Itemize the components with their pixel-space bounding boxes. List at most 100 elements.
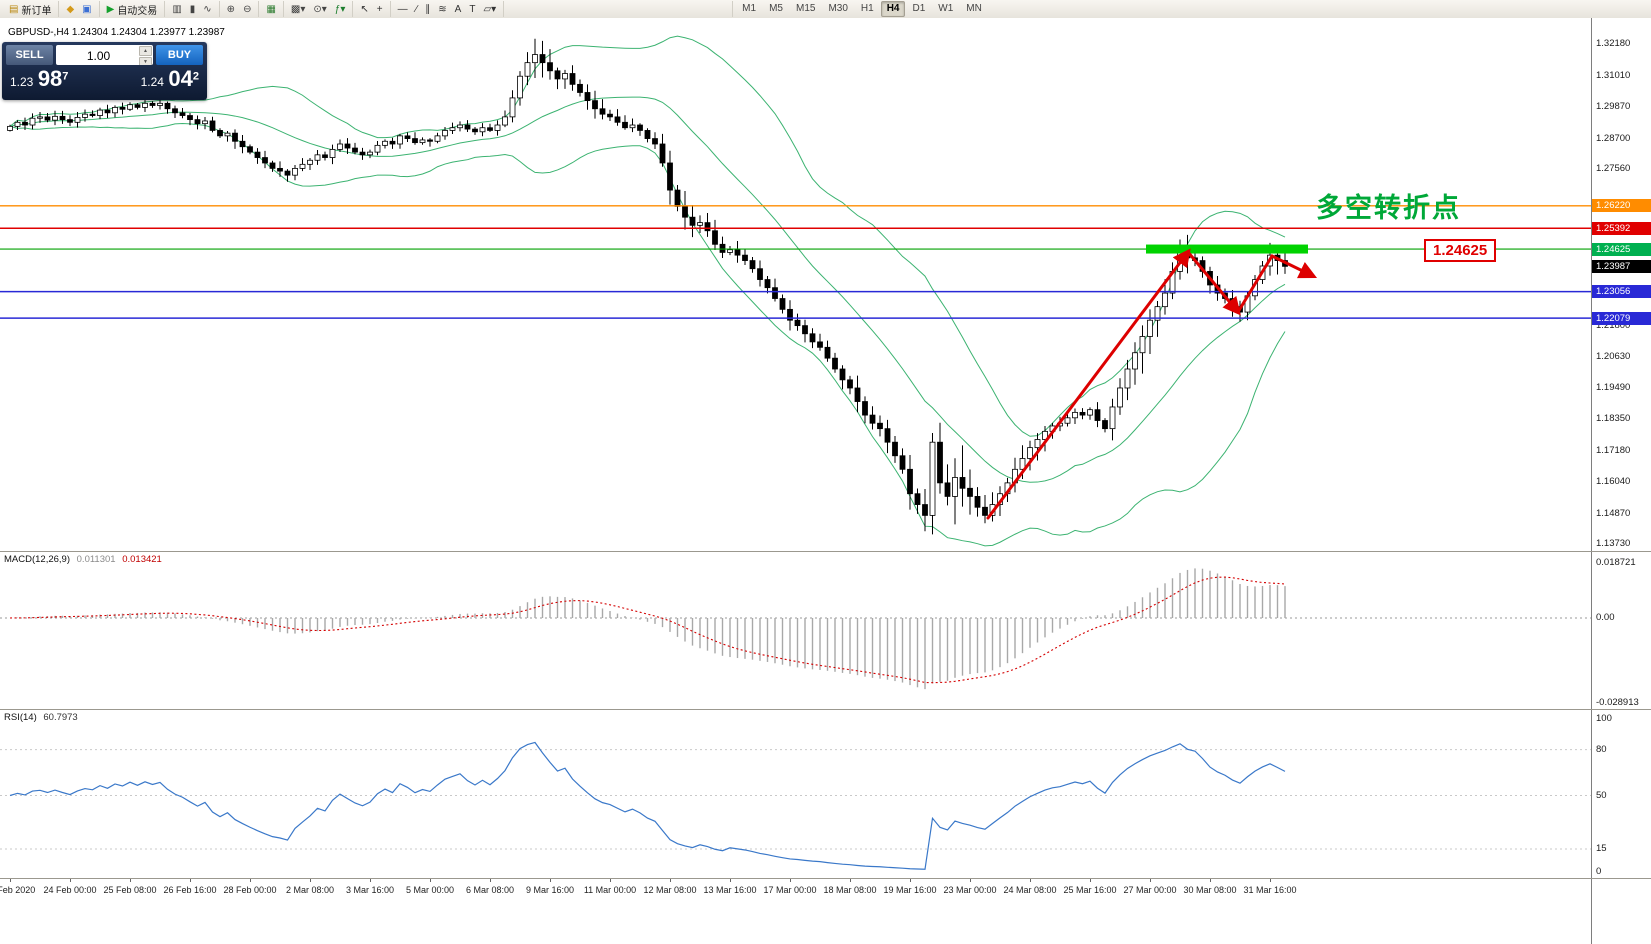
time-label: 11 Mar 00:00 bbox=[583, 885, 637, 895]
main-chart-canvas[interactable] bbox=[0, 18, 1591, 551]
price-level-badge: 1.22079 bbox=[1592, 311, 1651, 325]
trend-arrows[interactable] bbox=[986, 248, 1318, 520]
timeframe-toolbar: M1 M5 M15 M30 H1 H4 D1 W1 MN bbox=[732, 1, 991, 17]
time-tick bbox=[610, 878, 611, 882]
time-label: 17 Mar 00:00 bbox=[763, 885, 817, 895]
shapes-menu-button: ▱▾ bbox=[483, 3, 497, 15]
volume-up-button[interactable]: ▲ bbox=[139, 46, 152, 56]
toolbar-group: ▩▾ ⊙▾ ƒ▾ bbox=[284, 1, 354, 17]
price-level-badge: 1.24625 bbox=[1592, 242, 1651, 256]
time-tick bbox=[190, 878, 191, 882]
zoom-out-icon[interactable]: ⊖ bbox=[240, 2, 254, 17]
time-label: 12 Mar 08:00 bbox=[643, 885, 697, 895]
rsi-panel-canvas[interactable] bbox=[0, 709, 1591, 878]
volume-down-button[interactable]: ▼ bbox=[139, 57, 152, 65]
panel-separator[interactable] bbox=[0, 709, 1651, 710]
timeframe-m30-button[interactable]: M30 bbox=[828, 3, 848, 14]
time-label: 25 Mar 16:00 bbox=[1063, 885, 1117, 895]
timeframe-d1-button[interactable]: D1 bbox=[912, 3, 926, 14]
toolbar-group: ▦ bbox=[259, 1, 284, 17]
macd-axis-tick: -0.028913 bbox=[1596, 697, 1639, 708]
channel-icon: ∥ bbox=[425, 3, 431, 15]
crosshair-icon: + bbox=[376, 3, 383, 15]
time-label: 9 Mar 16:00 bbox=[525, 885, 575, 895]
data-window-icon[interactable]: ▣ bbox=[79, 2, 94, 17]
buy-button[interactable]: BUY bbox=[156, 45, 203, 65]
toolbar-group: ▤ 新订单 bbox=[2, 1, 60, 17]
shapes-menu-button[interactable]: ▱▾ bbox=[480, 2, 499, 17]
time-tick bbox=[790, 878, 791, 882]
tile-windows-icon: ▦ bbox=[266, 3, 276, 15]
time-axis[interactable]: 20 Feb 2020 24 Feb 00:00 25 Feb 08:00 26 Fe… bbox=[0, 878, 1591, 904]
fibonacci-icon: ≋ bbox=[438, 3, 447, 15]
oct-controls-row: SELL ▲ ▼ BUY bbox=[6, 45, 203, 65]
volume-input[interactable] bbox=[56, 45, 141, 65]
crosshair-icon[interactable]: + bbox=[374, 2, 386, 17]
timeframe-m5-button[interactable]: M5 bbox=[769, 3, 783, 14]
trendline-icon[interactable]: ∕ bbox=[413, 2, 421, 17]
text-icon[interactable]: A bbox=[452, 2, 465, 17]
rsi-indicator-label: RSI(14) 60.7973 bbox=[4, 712, 78, 723]
rsi-axis-tick: 0 bbox=[1596, 866, 1602, 877]
indicators-menu-button[interactable]: ƒ▾ bbox=[332, 2, 349, 17]
toolbar-group: ▥ ▮ ∿ bbox=[165, 1, 220, 17]
fibonacci-icon[interactable]: ≋ bbox=[435, 2, 449, 17]
horizontal-line-icon[interactable]: — bbox=[395, 2, 411, 17]
price-tick: 1.29870 bbox=[1596, 100, 1631, 112]
time-tick bbox=[1150, 878, 1151, 882]
oct-prices-row: 1.23 987 1.24 042 bbox=[6, 65, 203, 91]
autotrading-button-icon: ▶ bbox=[106, 3, 115, 15]
time-tick bbox=[970, 878, 971, 882]
resistance-highlight-bar[interactable] bbox=[1146, 244, 1308, 254]
rsi-axis-tick: 50 bbox=[1596, 789, 1607, 801]
candlestick-chart-icon[interactable]: ▮ bbox=[187, 2, 199, 17]
autotrading-button-label: 自动交易 bbox=[117, 5, 158, 17]
price-tick: 1.14870 bbox=[1596, 507, 1631, 519]
zoom-in-icon[interactable]: ⊕ bbox=[224, 2, 238, 17]
price-axis[interactable]: 1.32180 1.31010 1.29870 1.28700 1.27560 1.218… bbox=[1591, 18, 1651, 944]
sell-button[interactable]: SELL bbox=[6, 45, 53, 65]
sell-price-display[interactable]: 1.23 987 bbox=[10, 67, 68, 91]
timeframe-h1-button[interactable]: H1 bbox=[860, 3, 874, 14]
bar-chart-icon[interactable]: ▥ bbox=[169, 2, 184, 17]
time-tick bbox=[850, 878, 851, 882]
timeframe-h4-button[interactable]: H4 bbox=[880, 1, 906, 17]
buy-price-pips: 04 bbox=[168, 66, 193, 91]
rsi-title: RSI(14) bbox=[4, 712, 37, 723]
new-chart-button[interactable]: ▩▾ bbox=[288, 2, 308, 17]
macd-panel-canvas[interactable] bbox=[0, 551, 1591, 709]
time-label: 23 Mar 00:00 bbox=[943, 885, 997, 895]
line-chart-icon[interactable]: ∿ bbox=[200, 2, 214, 17]
panel-separator[interactable] bbox=[0, 551, 1651, 552]
time-tick bbox=[670, 878, 671, 882]
toolbar-group: ⊕ ⊖ bbox=[220, 1, 260, 17]
cursor-icon[interactable]: ↖ bbox=[357, 2, 371, 17]
time-label: 28 Feb 00:00 bbox=[223, 885, 277, 895]
volume-box: ▲ ▼ bbox=[56, 45, 153, 65]
channel-icon[interactable]: ∥ bbox=[422, 2, 433, 17]
macd-indicator-label: MACD(12,26,9) 0.011301 0.013421 bbox=[4, 554, 162, 565]
price-tick: 1.19490 bbox=[1596, 382, 1631, 394]
macd-axis-tick: 0.00 bbox=[1596, 612, 1615, 623]
timeframe-w1-button[interactable]: W1 bbox=[938, 3, 954, 14]
candles-layer bbox=[7, 38, 1288, 535]
panel-separator bbox=[0, 878, 1651, 879]
buy-price-display[interactable]: 1.24 042 bbox=[141, 67, 199, 91]
market-watch-icon[interactable]: ◆ bbox=[63, 2, 77, 17]
timeframe-m15-button[interactable]: M15 bbox=[795, 3, 816, 14]
time-tick bbox=[1210, 878, 1211, 882]
rsi-line bbox=[9, 741, 1286, 870]
macd-signal-line bbox=[9, 576, 1286, 684]
time-tick bbox=[310, 878, 311, 882]
autotrading-button[interactable]: ▶ 自动交易 bbox=[104, 2, 161, 17]
time-tick bbox=[550, 878, 551, 882]
period-menu-button[interactable]: ⊙▾ bbox=[310, 2, 329, 17]
horizontal-line-icon: — bbox=[397, 3, 408, 15]
timeframe-mn-button[interactable]: MN bbox=[966, 3, 982, 14]
tile-windows-icon[interactable]: ▦ bbox=[263, 2, 278, 17]
price-tick: 1.13730 bbox=[1596, 538, 1631, 550]
timeframe-m1-button[interactable]: M1 bbox=[742, 3, 757, 14]
label-icon[interactable]: T bbox=[466, 2, 478, 17]
toolbar-group: ◆ ▣ bbox=[59, 1, 100, 17]
new-order-button[interactable]: ▤ 新订单 bbox=[6, 2, 54, 17]
